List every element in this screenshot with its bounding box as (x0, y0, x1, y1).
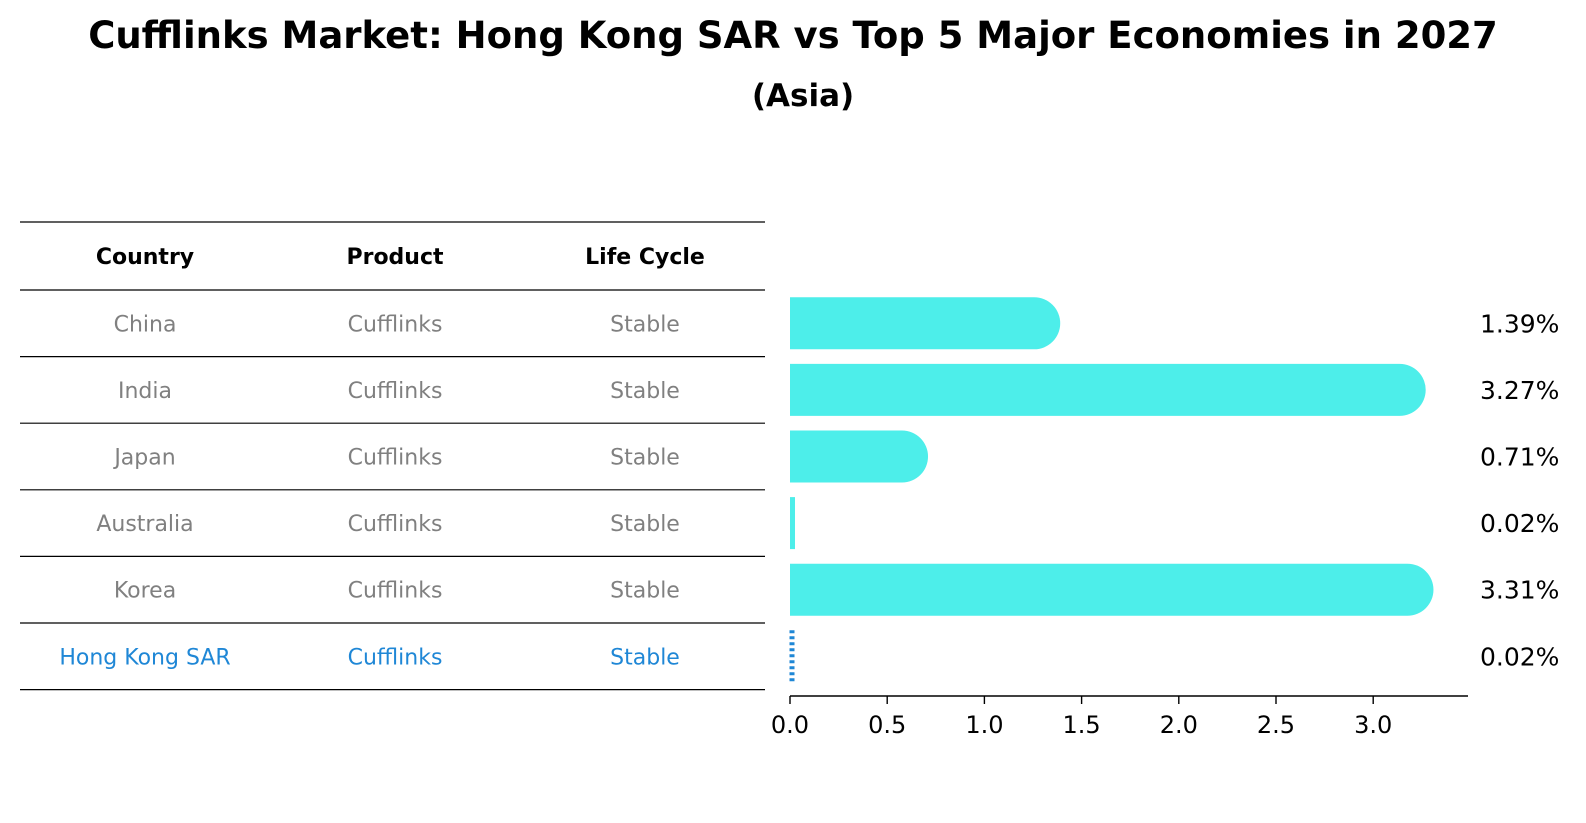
chart-title: Cufflinks Market: Hong Kong SAR vs Top 5… (88, 14, 1498, 57)
table-header-life-cycle: Life Cycle (585, 245, 705, 270)
x-tick-label: 1.5 (1063, 711, 1101, 739)
table-cell: China (114, 312, 177, 337)
table-cell: Hong Kong SAR (59, 645, 230, 670)
x-tick-label: 1.0 (965, 711, 1003, 739)
table-cell: India (118, 379, 172, 404)
bar-value-label: 0.71% (1480, 443, 1559, 472)
table-header-product: Product (346, 245, 444, 270)
x-tick-label: 2.5 (1257, 711, 1295, 739)
bar-value-label: 0.02% (1480, 642, 1559, 671)
bar-value-label: 3.31% (1480, 576, 1559, 605)
table-header-country: Country (96, 245, 194, 270)
table-cell: Cufflinks (348, 512, 443, 537)
table-cell: Cufflinks (348, 446, 443, 471)
bar-india (790, 363, 1426, 416)
bar-value-label: 1.39% (1480, 309, 1559, 338)
chart-subtitle: (Asia) (751, 78, 855, 114)
bar-value-label: 3.27% (1480, 376, 1559, 405)
bar-australia (790, 497, 795, 550)
table-cell: Stable (610, 645, 680, 670)
table-cell: Stable (610, 512, 680, 537)
bar-china (790, 297, 1061, 350)
x-tick-label: 0.5 (868, 711, 906, 739)
bar-japan (790, 430, 929, 483)
table-cell: Australia (96, 512, 193, 537)
bar-value-label: 0.02% (1480, 509, 1559, 538)
table-cell: Stable (610, 579, 680, 604)
table-cell: Japan (112, 446, 175, 471)
table-cell: Cufflinks (348, 312, 443, 337)
table-cell: Cufflinks (348, 579, 443, 604)
table-cell: Stable (610, 446, 680, 471)
x-tick-label: 3.0 (1354, 711, 1392, 739)
table-cell: Cufflinks (348, 645, 443, 670)
x-tick-label: 2.0 (1160, 711, 1198, 739)
table-cell: Stable (610, 312, 680, 337)
table-cell: Cufflinks (348, 379, 443, 404)
bar-korea (790, 563, 1434, 616)
table-cell: Stable (610, 379, 680, 404)
x-tick-label: 0.0 (771, 711, 809, 739)
table-cell: Korea (114, 579, 176, 604)
